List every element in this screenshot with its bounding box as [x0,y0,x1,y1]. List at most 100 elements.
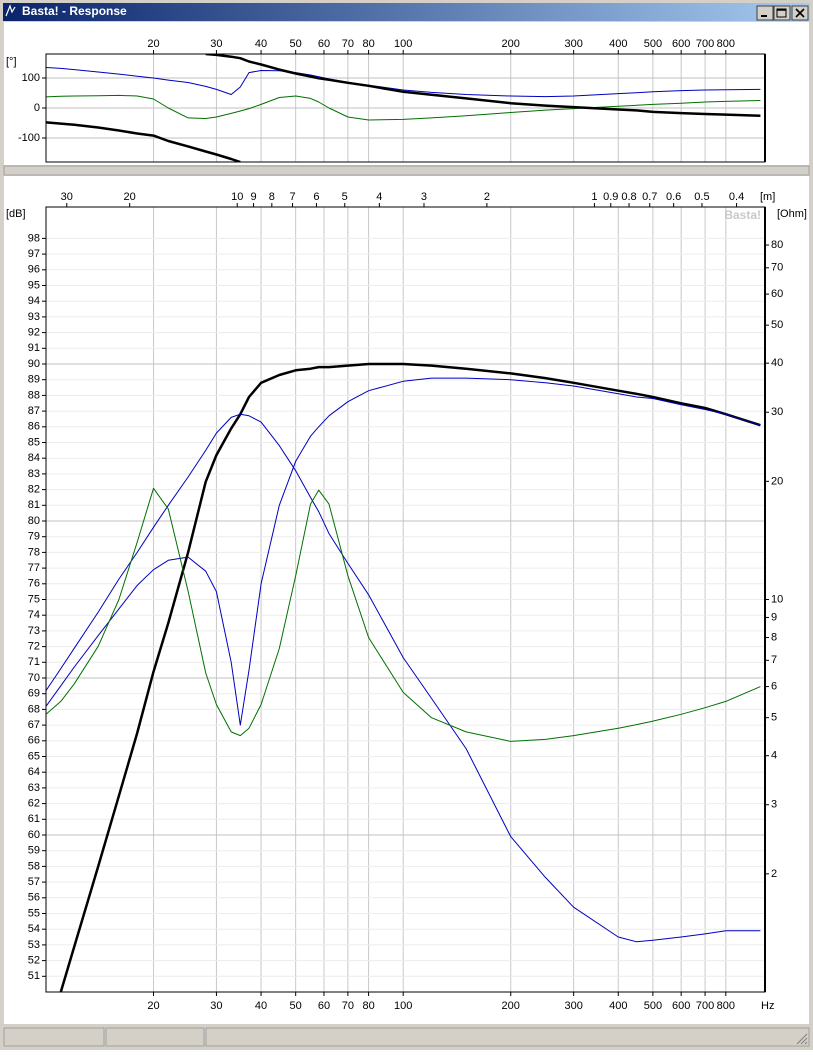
y2-tick-label: 9 [771,611,777,623]
x-tick-label: 50 [290,1000,302,1012]
x-tick-label: 600 [672,1000,690,1012]
series-line [205,54,761,118]
x-tick-label: 400 [609,38,627,50]
window-title: Basta! - Response [22,4,127,18]
y-tick-label: 51 [28,970,40,982]
x-tick-label: 20 [147,38,159,50]
y-tick-label: 79 [28,531,40,543]
minimize-button[interactable] [756,5,774,21]
y-tick-label: 56 [28,892,40,904]
y-tick-label: 82 [28,484,40,496]
x-tick-label: 70 [342,38,354,50]
status-bar [3,1027,810,1047]
x-tick-label: 700 [696,38,714,50]
y-tick-label: 64 [28,766,40,778]
x-tick-label: 50 [290,38,302,50]
x-tick-label: 30 [210,1000,222,1012]
y2-tick-label: 30 [771,406,783,418]
x-tick-label: 30 [210,38,222,50]
y2-tick-label: 5 [771,712,777,724]
x2-tick-label: 0.5 [694,191,709,203]
x2-tick-label: 0.4 [729,191,744,203]
y2-tick-label: 40 [771,357,783,369]
x2-tick-label: 0.6 [666,191,681,203]
y-tick-label: 85 [28,436,40,448]
y-tick-label: 74 [28,609,40,621]
y-tick-label: 80 [28,515,40,527]
y-tick-label: 87 [28,405,40,417]
series-line [46,413,761,943]
y-tick-label: 0 [34,102,40,114]
x2-tick-label: 9 [250,191,256,203]
x2-tick-label: 0.9 [603,191,618,203]
y-tick-label: 58 [28,860,40,872]
x-tick-label: 100 [394,38,412,50]
y-tick-label: 66 [28,735,40,747]
x2-tick-label: 8 [269,191,275,203]
y-tick-label: 52 [28,955,40,967]
x-tick-label: 80 [362,38,374,50]
y-tick-label: 62 [28,798,40,810]
y-tick-label: 88 [28,389,40,401]
x-tick-label: 700 [696,1000,714,1012]
y2-tick-label: 80 [771,239,783,251]
x-tick-label: 80 [362,1000,374,1012]
y-tick-label: 59 [28,845,40,857]
x2-tick-label: 2 [484,191,490,203]
y-axis-label: [°] [6,56,17,68]
y2-tick-label: 4 [771,750,777,762]
y-tick-label: 76 [28,578,40,590]
charts: 20 30 40 50 60 70 80 100 200 300 400 500 600 700 800-1… [6,38,807,1012]
x2-tick-label: 3 [421,191,427,203]
y-tick-label: 100 [22,72,40,84]
series-line [59,362,761,992]
x-tick-label: 100 [394,1000,412,1012]
x2-tick-label: 6 [313,191,319,203]
y-axis-label: [dB] [6,208,26,220]
y-tick-label: 95 [28,279,40,291]
plot-area [46,54,765,162]
watermark: Basta! [724,208,761,222]
y-tick-label: 67 [28,719,40,731]
y-tick-label: -100 [18,132,40,144]
y-tick-label: 60 [28,829,40,841]
y-tick-label: 55 [28,907,40,919]
y-tick-label: 86 [28,421,40,433]
y-tick-label: 57 [28,876,40,888]
x-tick-label: 200 [502,1000,520,1012]
y-tick-label: 54 [28,923,40,935]
x-tick-label: 500 [644,1000,662,1012]
y2-tick-label: 6 [771,680,777,692]
y-tick-label: 97 [28,248,40,260]
series-line [46,121,241,162]
y2-tick-label: 8 [771,631,777,643]
x2-tick-label: 0.7 [642,191,657,203]
app-icon [5,4,16,17]
y-tick-label: 73 [28,625,40,637]
y-tick-label: 53 [28,939,40,951]
x2-tick-label: 20 [124,191,136,203]
y2-tick-label: 10 [771,593,783,605]
close-button[interactable] [791,5,809,21]
y2-tick-label: 20 [771,475,783,487]
y-tick-label: 71 [28,656,40,668]
splitter[interactable] [3,165,810,176]
x2-tick-label: 30 [61,191,73,203]
phase-panel [4,22,809,165]
title-bar [3,3,810,21]
x-tick-label: 400 [609,1000,627,1012]
y-tick-label: 77 [28,562,40,574]
y-tick-label: 70 [28,672,40,684]
x-tick-label: 800 [717,1000,735,1012]
y-tick-label: 90 [28,358,40,370]
x2-tick-label: 1 [591,191,597,203]
x2-tick-label: 7 [289,191,295,203]
maximize-button[interactable] [773,5,791,21]
x-tick-label: 40 [255,38,267,50]
x-tick-label: 60 [318,1000,330,1012]
x2-tick-label: 5 [342,191,348,203]
y-tick-label: 72 [28,641,40,653]
x-tick-label: 300 [564,1000,582,1012]
x-tick-label: 40 [255,1000,267,1012]
y-tick-label: 98 [28,232,40,244]
